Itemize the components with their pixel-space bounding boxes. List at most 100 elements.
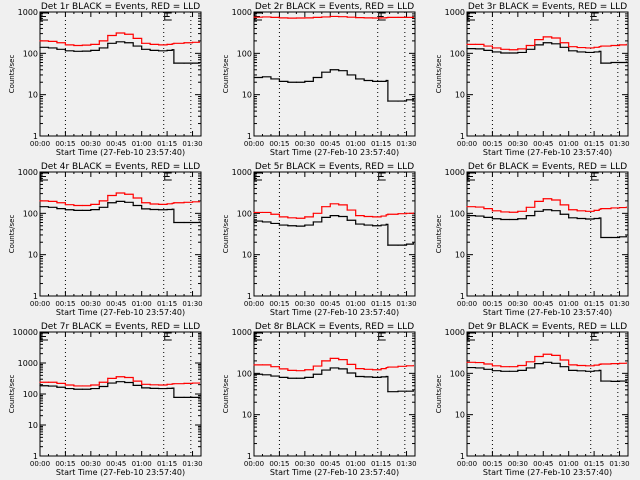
x-tick-label: 01:00 [132, 140, 152, 148]
data-point-lld [500, 366, 502, 368]
data-point-lld [551, 37, 553, 39]
data-point-events [483, 49, 485, 51]
plot-frame [466, 11, 629, 137]
data-point-events [593, 217, 595, 220]
data-point-events [625, 380, 627, 382]
data-point-lld [500, 211, 502, 213]
y-tick-label: 1 [460, 452, 465, 461]
data-point-lld [474, 361, 477, 364]
data-point-lld [593, 364, 595, 366]
panel-det-1: Det 1r BLACK = Events, RED = LLD 1 10 100 10… [8, 2, 203, 157]
data-point-lld [107, 34, 109, 37]
data-point-events [618, 380, 621, 382]
data-point-events [183, 396, 185, 398]
data-point-events [491, 370, 494, 372]
data-point-lld [534, 38, 536, 41]
data-point-lld [412, 16, 414, 18]
x-tick-label: 01:00 [346, 300, 366, 308]
data-point-lld [610, 44, 612, 47]
x-tick-label: 01:00 [132, 460, 152, 468]
data-point-lld [525, 44, 527, 47]
data-point-events [363, 376, 365, 378]
data-point-events [600, 380, 602, 382]
panel-det-8: Det 8r BLACK = Events, RED = LLD 1 10 100 10… [222, 322, 417, 477]
data-point-lld [56, 202, 58, 204]
data-point-lld [405, 212, 408, 214]
data-point-lld [304, 369, 306, 371]
data-point-lld [261, 211, 264, 214]
data-point-lld [618, 362, 621, 364]
x-tick-label: 00:45 [320, 460, 340, 468]
data-point-lld [380, 368, 382, 370]
data-point-events [625, 235, 627, 237]
panel-det-9: Det 9r BLACK = Events, RED = LLD 1 10 100 10… [435, 322, 630, 477]
data-point-events [132, 45, 134, 47]
panel-det-4: Det 4r BLACK = Events, RED = LLD 1 10 100 10… [8, 162, 203, 317]
data-point-lld [491, 365, 494, 367]
data-point-events [600, 236, 602, 239]
data-point-events [253, 220, 255, 222]
data-point-lld [625, 362, 627, 364]
y-axis-label: Counts/sec [435, 215, 443, 254]
data-point-events [380, 376, 382, 378]
data-point-lld [270, 16, 272, 19]
data-point-lld [559, 42, 561, 44]
x-tick-label: 01:00 [346, 140, 366, 148]
y-tick-label: 10 [242, 411, 252, 420]
data-point-events [198, 62, 200, 64]
x-tick-label: 01:15 [157, 140, 177, 148]
data-point-events [372, 80, 374, 82]
data-point-events [98, 206, 100, 208]
data-point-lld [312, 16, 314, 19]
data-point-lld [534, 355, 536, 358]
x-tick-label: 00:15 [55, 300, 75, 308]
x-tick-label: 00:30 [295, 460, 315, 468]
y-tick-label: 1 [460, 292, 465, 301]
data-point-lld [295, 370, 297, 372]
data-point-lld [474, 43, 477, 45]
x-tick-label: 00:45 [320, 300, 340, 308]
y-tick-label: 10 [28, 421, 38, 430]
x-tick-label: 00:00 [244, 460, 264, 468]
x-axis-label: Start Time (27-Feb-10 23:57:40) [56, 468, 185, 477]
x-tick-label: 00:30 [508, 140, 528, 148]
data-point-events [346, 372, 348, 374]
data-point-events [542, 42, 544, 44]
data-point-events [483, 368, 485, 370]
series-lld [254, 357, 414, 372]
data-point-lld [198, 200, 200, 202]
data-point-events [474, 367, 477, 369]
data-point-events [517, 369, 519, 371]
x-tick-label: 00:15 [482, 140, 502, 148]
series-lld [40, 192, 200, 207]
y-axis-label: Counts/sec [222, 55, 230, 94]
data-point-lld [132, 380, 134, 382]
data-point-events [397, 244, 399, 246]
data-point-lld [115, 192, 117, 194]
data-point-lld [312, 365, 314, 367]
data-point-events [115, 41, 117, 43]
data-point-lld [508, 211, 510, 213]
data-point-events [191, 221, 194, 224]
data-point-events [329, 215, 331, 217]
data-point-lld [517, 364, 519, 367]
data-point-lld [483, 45, 485, 47]
plot-frame [466, 331, 629, 457]
data-point-lld [173, 202, 175, 204]
x-tick-label: 01:15 [371, 140, 391, 148]
data-point-events [107, 42, 109, 44]
data-point-lld [483, 208, 485, 210]
x-tick-label: 00:45 [106, 300, 126, 308]
data-point-lld [253, 16, 255, 18]
y-axis-label: Counts/sec [8, 215, 16, 254]
data-point-lld [107, 194, 109, 197]
data-point-lld [598, 363, 600, 365]
data-point-lld [124, 376, 126, 379]
data-point-lld [542, 198, 544, 200]
data-point-events [304, 376, 306, 378]
data-point-lld [585, 365, 587, 367]
series-events [467, 361, 627, 382]
data-point-events [73, 388, 75, 390]
data-point-events [261, 76, 264, 78]
